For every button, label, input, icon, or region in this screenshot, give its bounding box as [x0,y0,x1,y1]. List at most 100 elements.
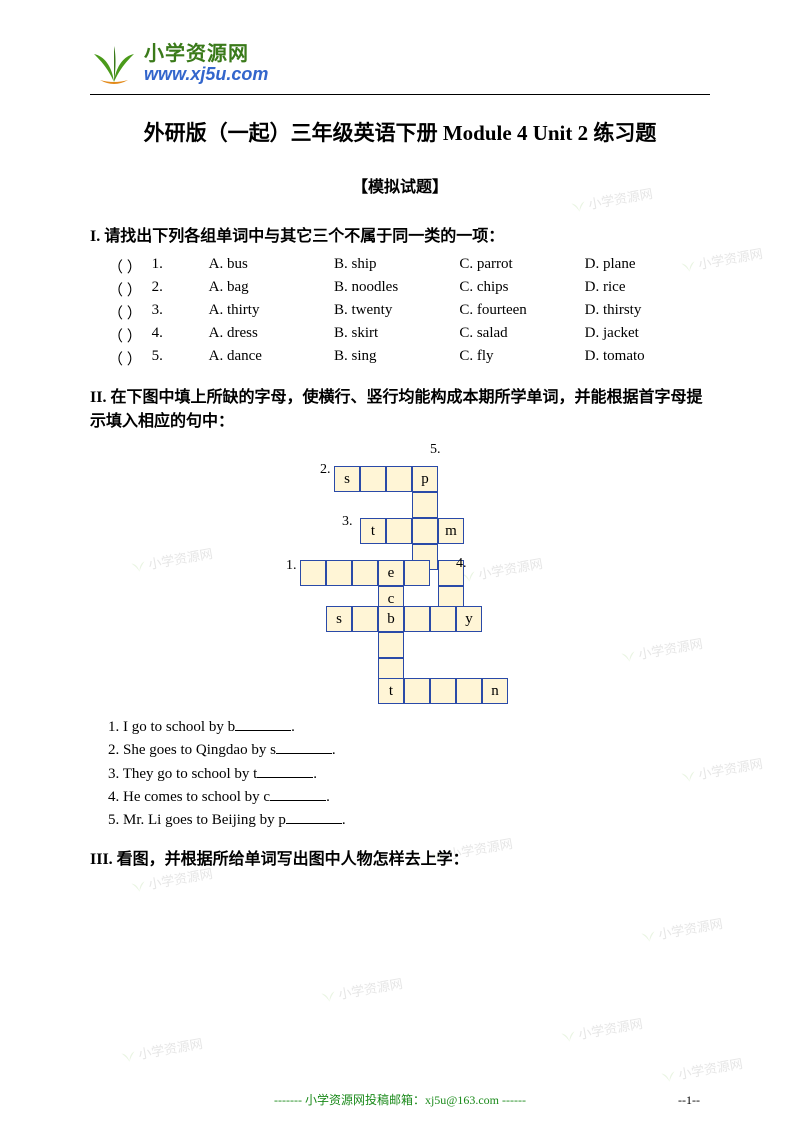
blank-line [286,810,342,824]
crossword-label: 5. [430,442,441,458]
crossword-label: 4. [456,556,467,572]
mc-row: （ ） 5. A. dance B. sing C. fly D. tomato [90,347,710,370]
mc-row: （ ） 1. A. bus B. ship C. parrot D. plane [90,255,710,278]
mc-prefix: （ ） [108,302,152,323]
crossword-cell: t [360,518,386,544]
crossword-cell: n [482,678,508,704]
blank-line [235,717,291,731]
blank-line [257,764,313,778]
mc-table: （ ） 1. A. bus B. ship C. parrot D. plane… [90,255,710,370]
page-number: --1-- [678,1093,700,1108]
mc-opt-d: D. plane [585,256,710,277]
logo-text: 小学资源网 www.xj5u.com [144,44,268,84]
crossword-cell: b [378,606,404,632]
logo-cn: 小学资源网 [144,44,268,65]
logo-url: www.xj5u.com [144,65,268,84]
page-root: 小学资源网 www.xj5u.com 外研版（一起）三年级英语下册 Module… [0,0,800,898]
mc-opt-c: C. chips [459,279,584,300]
mc-opt-b: B. ship [334,256,459,277]
crossword-cell: t [378,678,404,704]
fill-text: 1. I go to school by b [108,719,235,735]
fill-text: 5. Mr. Li goes to Beijing by p [108,812,286,828]
page-title: 外研版（一起）三年级英语下册 Module 4 Unit 2 练习题 [90,117,710,147]
fill-text: 3. They go to school by t [108,766,257,782]
crossword-cell [412,492,438,518]
mc-opt-c: C. parrot [459,256,584,277]
fill-sentence: 2. She goes to Qingdao by s. [108,739,710,762]
crossword-label: 2. [320,462,331,478]
mc-row: （ ） 2. A. bag B. noodles C. chips D. ric… [90,278,710,301]
watermark: 小学资源网 [639,913,724,946]
crossword-cell [386,518,412,544]
mc-opt-d: D. rice [585,279,710,300]
blank-line [276,740,332,754]
watermark: 小学资源网 [559,1013,644,1046]
crossword-label: 1. [286,558,297,574]
mc-prefix: （ ） [108,325,152,346]
mc-prefix: （ ） [108,256,152,277]
crossword-cell [326,560,352,586]
crossword-cell [404,678,430,704]
mc-opt-a: A. thirty [209,302,334,323]
mc-opt-c: C. fly [459,348,584,369]
mc-opt-d: D. thirsty [585,302,710,323]
section2-heading: II. 在下图中填上所缺的字母，使横行、竖行均能构成本期所学单词，并能根据首字母… [90,386,710,434]
fill-sentence: 1. I go to school by b. [108,716,710,739]
fill-sentence: 5. Mr. Li goes to Beijing by p. [108,809,710,832]
crossword-grid: sptmecsbytn1.2.3.4.5. [270,446,530,706]
mc-num: 3. [152,302,209,323]
leaf-icon [90,40,138,88]
mc-opt-c: C. fourteen [459,302,584,323]
mc-row: （ ） 3. A. thirty B. twenty C. fourteen D… [90,301,710,324]
crossword-cell [404,606,430,632]
crossword-cell [352,606,378,632]
mc-num: 5. [152,348,209,369]
crossword-container: sptmecsbytn1.2.3.4.5. [90,446,710,706]
mc-opt-b: B. sing [334,348,459,369]
mc-opt-b: B. skirt [334,325,459,346]
page-subtitle: 【模拟试题】 [90,173,710,197]
crossword-cell [430,678,456,704]
crossword-label: 3. [342,514,353,530]
mc-num: 1. [152,256,209,277]
header-logo: 小学资源网 www.xj5u.com [90,40,710,95]
fill-text: 4. He comes to school by c [108,789,270,805]
fill-text: 2. She goes to Qingdao by s [108,742,276,758]
fill-sentence: 3. They go to school by t. [108,763,710,786]
mc-opt-b: B. noodles [334,279,459,300]
crossword-cell: m [438,518,464,544]
blank-line [270,787,326,801]
mc-prefix: （ ） [108,348,152,369]
crossword-cell [300,560,326,586]
crossword-cell: s [326,606,352,632]
fill-sentence: 4. He comes to school by c. [108,786,710,809]
crossword-cell [386,466,412,492]
mc-row: （ ） 4. A. dress B. skirt C. salad D. jac… [90,324,710,347]
crossword-cell [360,466,386,492]
section3-heading: III. 看图，并根据所给单词写出图中人物怎样去上学： [90,848,710,872]
crossword-cell [352,560,378,586]
mc-num: 2. [152,279,209,300]
mc-num: 4. [152,325,209,346]
crossword-cell [378,632,404,658]
watermark: 小学资源网 [319,973,404,1006]
mc-opt-c: C. salad [459,325,584,346]
crossword-cell: s [334,466,360,492]
crossword-cell [404,560,430,586]
mc-opt-a: A. dance [209,348,334,369]
watermark: 小学资源网 [659,1053,744,1086]
mc-opt-d: D. jacket [585,325,710,346]
mc-opt-d: D. tomato [585,348,710,369]
crossword-cell: e [378,560,404,586]
mc-opt-a: A. bus [209,256,334,277]
mc-prefix: （ ） [108,279,152,300]
section1-heading: I. 请找出下列各组单词中与其它三个不属于同一类的一项： [90,225,710,249]
crossword-cell [456,678,482,704]
watermark: 小学资源网 [119,1033,204,1066]
mc-opt-a: A. bag [209,279,334,300]
crossword-cell: p [412,466,438,492]
mc-opt-a: A. dress [209,325,334,346]
crossword-cell: y [456,606,482,632]
crossword-cell [412,518,438,544]
mc-opt-b: B. twenty [334,302,459,323]
